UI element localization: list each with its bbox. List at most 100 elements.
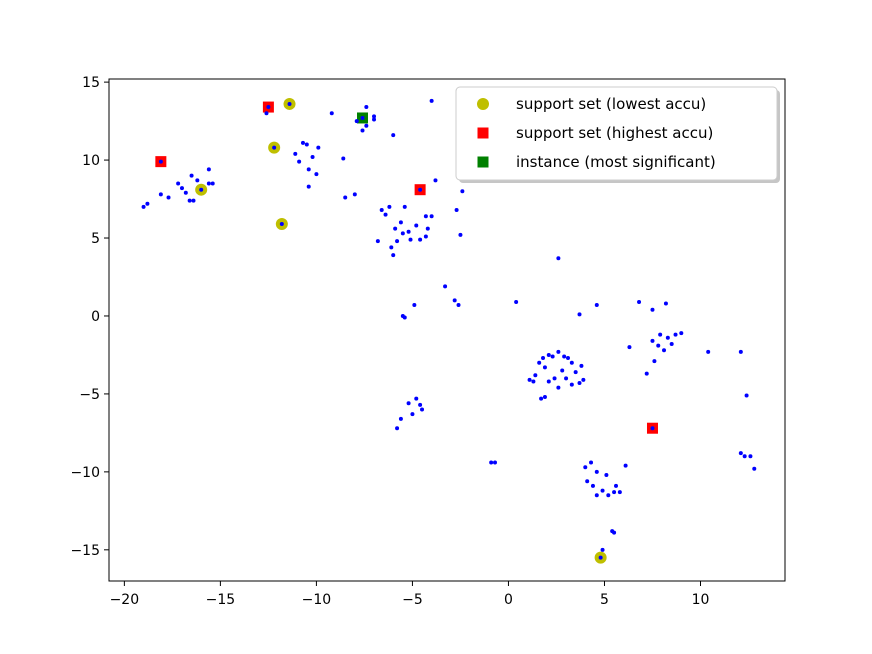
x-tick-label: −5 [402, 592, 423, 608]
data-point [406, 401, 411, 406]
data-point [623, 463, 628, 468]
data-point [406, 229, 411, 234]
data-point [375, 239, 380, 244]
data-point [402, 315, 407, 320]
data-point [266, 105, 271, 110]
y-tick-label: 0 [91, 309, 100, 325]
data-point [387, 204, 392, 209]
data-point [395, 426, 400, 431]
data-point [612, 490, 617, 495]
data-point [454, 207, 459, 212]
data-point [658, 332, 663, 337]
data-point [429, 98, 434, 103]
data-point [189, 173, 194, 178]
data-point [556, 349, 561, 354]
data-point [546, 379, 551, 384]
data-point [418, 187, 423, 192]
data-point [460, 189, 465, 194]
y-tick-label: 10 [82, 153, 100, 169]
data-point [452, 298, 457, 303]
data-point [489, 460, 494, 465]
data-point [590, 483, 595, 488]
data-point [158, 192, 163, 197]
data-point [542, 395, 547, 400]
data-point [541, 356, 546, 361]
data-point [637, 299, 642, 304]
data-point [456, 303, 461, 308]
data-point [744, 393, 749, 398]
data-point [429, 214, 434, 219]
data-point [493, 460, 498, 465]
data-point [573, 370, 578, 375]
data-point [550, 354, 555, 359]
data-point [398, 220, 403, 225]
data-point [433, 178, 438, 183]
data-point [395, 239, 400, 244]
x-tick-label: 0 [504, 592, 513, 608]
x-tick-label: −15 [206, 592, 236, 608]
data-point [408, 237, 413, 242]
data-point [343, 195, 348, 200]
data-point [329, 111, 334, 116]
data-point [738, 349, 743, 354]
data-point [352, 192, 357, 197]
data-point [316, 145, 321, 150]
legend-label: support set (highest accu) [516, 124, 713, 142]
data-point [398, 416, 403, 421]
data-point [579, 363, 584, 368]
data-point [423, 214, 428, 219]
data-point [166, 195, 171, 200]
x-tick-label: 5 [600, 592, 609, 608]
data-point [663, 301, 668, 306]
data-point [191, 198, 196, 203]
data-point [669, 342, 674, 347]
data-point [141, 204, 146, 209]
data-point [383, 212, 388, 217]
y-tick-label: −15 [70, 543, 100, 559]
data-point [581, 377, 586, 382]
data-point [644, 371, 649, 376]
data-point [264, 111, 269, 116]
y-tick-label: 15 [82, 75, 100, 91]
data-point [562, 354, 567, 359]
data-point [577, 312, 582, 317]
data-point [604, 472, 609, 477]
data-point [425, 226, 430, 231]
data-point [418, 237, 423, 242]
data-point [206, 167, 211, 172]
data-point [379, 207, 384, 212]
data-point [389, 245, 394, 250]
data-point [600, 547, 605, 552]
axes-frame [108, 78, 786, 582]
data-point [423, 234, 428, 239]
data-point [569, 360, 574, 365]
data-point [539, 396, 544, 401]
plot-area [141, 97, 757, 564]
data-point [364, 105, 369, 110]
data-point [650, 426, 655, 431]
legend-label: instance (most significant) [516, 153, 716, 171]
data-point [542, 365, 547, 370]
data-point [564, 376, 569, 381]
data-point [742, 454, 747, 459]
data-point [552, 376, 557, 381]
data-point [662, 348, 667, 353]
y-tick-label: −10 [70, 465, 100, 481]
data-point [183, 190, 188, 195]
data-point [364, 123, 369, 128]
data-point [537, 360, 542, 365]
data-point [673, 332, 678, 337]
data-point [391, 253, 396, 258]
data-point [341, 156, 346, 161]
data-point [738, 451, 743, 456]
data-point [531, 379, 536, 384]
data-point [560, 368, 565, 373]
data-point [391, 133, 396, 138]
data-point [600, 488, 605, 493]
data-point [300, 140, 305, 145]
data-point [585, 479, 590, 484]
data-point [414, 223, 419, 228]
data-point [594, 493, 599, 498]
legend-label: support set (lowest accu) [516, 95, 706, 113]
